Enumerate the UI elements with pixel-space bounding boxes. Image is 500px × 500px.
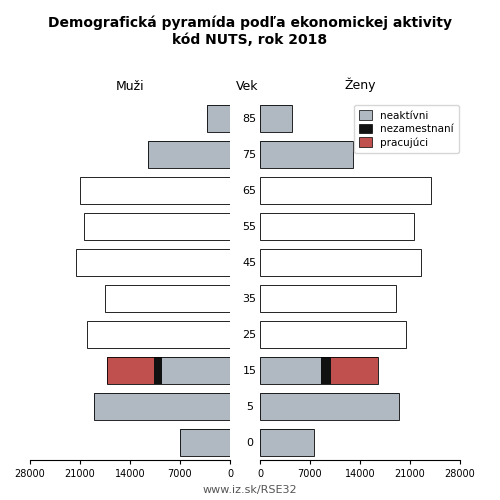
Bar [260,284,396,312]
Bar [180,428,230,456]
Bar [94,392,230,419]
Bar [105,284,230,312]
Bar [180,428,230,456]
Bar [94,392,230,419]
Bar [260,140,353,168]
Legend: neaktívni, nezamestnaní, pracujúci: neaktívni, nezamestnaní, pracujúci [354,105,459,153]
Bar [260,320,406,347]
Bar [107,356,154,384]
Bar [260,428,314,456]
Bar [260,392,400,419]
Bar [87,320,230,347]
Bar [260,356,378,384]
Bar [260,212,414,240]
Bar [154,356,162,384]
Bar [260,428,314,456]
Bar [332,356,378,384]
Bar [107,356,230,384]
Bar [320,356,332,384]
Text: Ženy: Ženy [344,78,376,92]
Bar [80,176,230,204]
Bar [148,140,230,168]
Bar [207,104,230,132]
Bar [162,356,230,384]
Bar [260,176,432,204]
Bar [260,392,400,419]
Text: www.iz.sk/RSE32: www.iz.sk/RSE32 [202,485,298,495]
Bar [76,248,230,276]
Bar [260,356,320,384]
Text: Vek: Vek [236,80,259,92]
Bar [148,140,230,168]
Bar [207,104,230,132]
Bar [260,104,292,132]
Text: Demografická pyramída podľa ekonomickej aktivity: Demografická pyramída podľa ekonomickej … [48,15,452,30]
Text: kód NUTS, rok 2018: kód NUTS, rok 2018 [172,32,328,46]
Bar [84,212,230,240]
Bar [260,140,353,168]
Bar [260,104,292,132]
Bar [260,248,420,276]
Text: Muži: Muži [116,80,144,92]
